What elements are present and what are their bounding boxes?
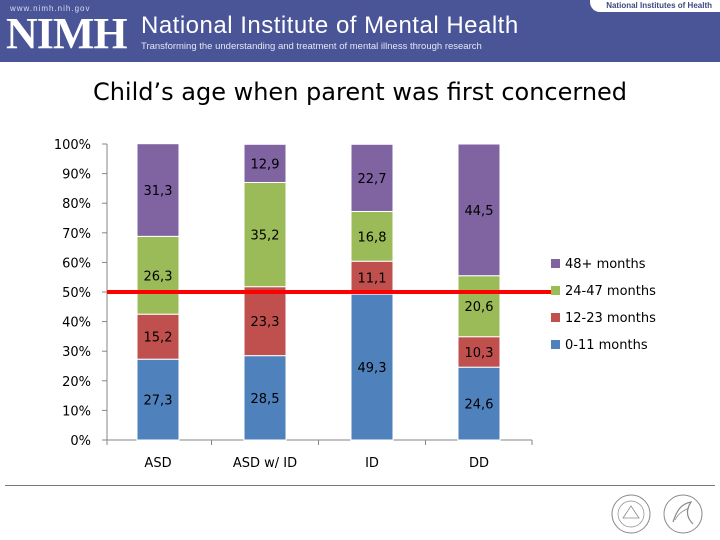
legend-label-48-months: 48+ months bbox=[565, 257, 646, 272]
y-tick-label: 90% bbox=[62, 168, 91, 183]
data-label: 16,8 bbox=[358, 230, 387, 245]
chart-title: Child’s age when parent was first concer… bbox=[92, 78, 628, 106]
bar-dd-24-47-months bbox=[457, 275, 501, 338]
bar-asd-w-id-48-months bbox=[243, 143, 287, 183]
y-tick-label: 60% bbox=[62, 256, 91, 271]
footer-divider bbox=[5, 485, 715, 486]
institute-tagline: Transforming the understanding and treat… bbox=[141, 41, 482, 52]
data-label: 27,3 bbox=[144, 394, 173, 409]
y-tick-label: 100% bbox=[54, 138, 91, 153]
nimh-header-banner: National Institutes of Health www.nimh.n… bbox=[0, 0, 720, 62]
category-label-asd-w-id: ASD w/ ID bbox=[233, 456, 297, 471]
nimh-logo: NIMH bbox=[6, 9, 128, 58]
nih-seal-icon bbox=[611, 494, 651, 534]
legend-label-0-11-months: 0-11 months bbox=[565, 338, 648, 353]
data-label: 31,3 bbox=[144, 184, 173, 199]
data-label: 44,5 bbox=[465, 204, 494, 219]
site-url: www.nimh.nih.gov bbox=[10, 4, 91, 13]
bar-asd-w-id-24-47-months bbox=[243, 181, 287, 288]
bar-asd-w-id-0-11-months bbox=[243, 355, 287, 441]
legend-swatch-12-23-months bbox=[551, 313, 560, 322]
y-tick-label: 50% bbox=[62, 286, 91, 301]
bar-asd-48-months bbox=[136, 143, 180, 237]
y-tick-label: 80% bbox=[62, 197, 91, 212]
data-label: 28,5 bbox=[251, 392, 280, 407]
y-tick-label: 30% bbox=[62, 345, 91, 360]
data-label: 11,1 bbox=[358, 272, 387, 287]
nih-badge-text: National Institutes of Health bbox=[606, 1, 712, 10]
bar-dd-12-23-months bbox=[457, 336, 501, 368]
y-tick-label: 40% bbox=[62, 316, 91, 331]
legend-swatch-0-11-months bbox=[551, 340, 560, 349]
category-label-id: ID bbox=[365, 456, 379, 471]
data-label: 23,3 bbox=[251, 315, 280, 330]
nih-badge: National Institutes of Health bbox=[590, 0, 720, 12]
bar-asd-w-id-12-23-months bbox=[243, 286, 287, 357]
bar-dd-48-months bbox=[457, 143, 501, 277]
legend-swatch-24-47-months bbox=[551, 286, 560, 295]
y-tick-label: 70% bbox=[62, 227, 91, 242]
data-label: 22,7 bbox=[358, 172, 387, 187]
legend-label-24-47-months: 24-47 months bbox=[565, 284, 656, 299]
data-label: 15,2 bbox=[144, 331, 173, 346]
data-label: 35,2 bbox=[251, 229, 280, 244]
data-label: 10,3 bbox=[465, 346, 494, 361]
y-tick-label: 10% bbox=[62, 404, 91, 419]
category-label-dd: DD bbox=[469, 456, 489, 471]
data-label: 49,3 bbox=[358, 361, 387, 376]
bar-id-12-23-months bbox=[350, 260, 394, 295]
bar-id-48-months bbox=[350, 143, 394, 212]
y-tick-label: 0% bbox=[70, 434, 91, 449]
data-label: 24,6 bbox=[465, 398, 494, 413]
data-label: 12,9 bbox=[251, 157, 280, 172]
data-label: 20,6 bbox=[465, 300, 494, 315]
footer-seals bbox=[611, 494, 703, 534]
y-tick-label: 20% bbox=[62, 375, 91, 390]
bar-dd-0-11-months bbox=[457, 366, 501, 441]
bar-id-24-47-months bbox=[350, 210, 394, 262]
hhs-seal-icon bbox=[663, 494, 703, 534]
legend-label-12-23-months: 12-23 months bbox=[565, 311, 656, 326]
data-label: 26,3 bbox=[144, 269, 173, 284]
category-label-asd: ASD bbox=[144, 456, 171, 471]
stacked-bar-chart: 0% 10% 20% 30% 40% 50% 60% 70% 80% 90% 100% 27,3 15,… bbox=[54, 138, 656, 471]
legend-swatch-48-months bbox=[551, 259, 560, 268]
institute-name: National Institute of Mental Health bbox=[141, 12, 519, 39]
